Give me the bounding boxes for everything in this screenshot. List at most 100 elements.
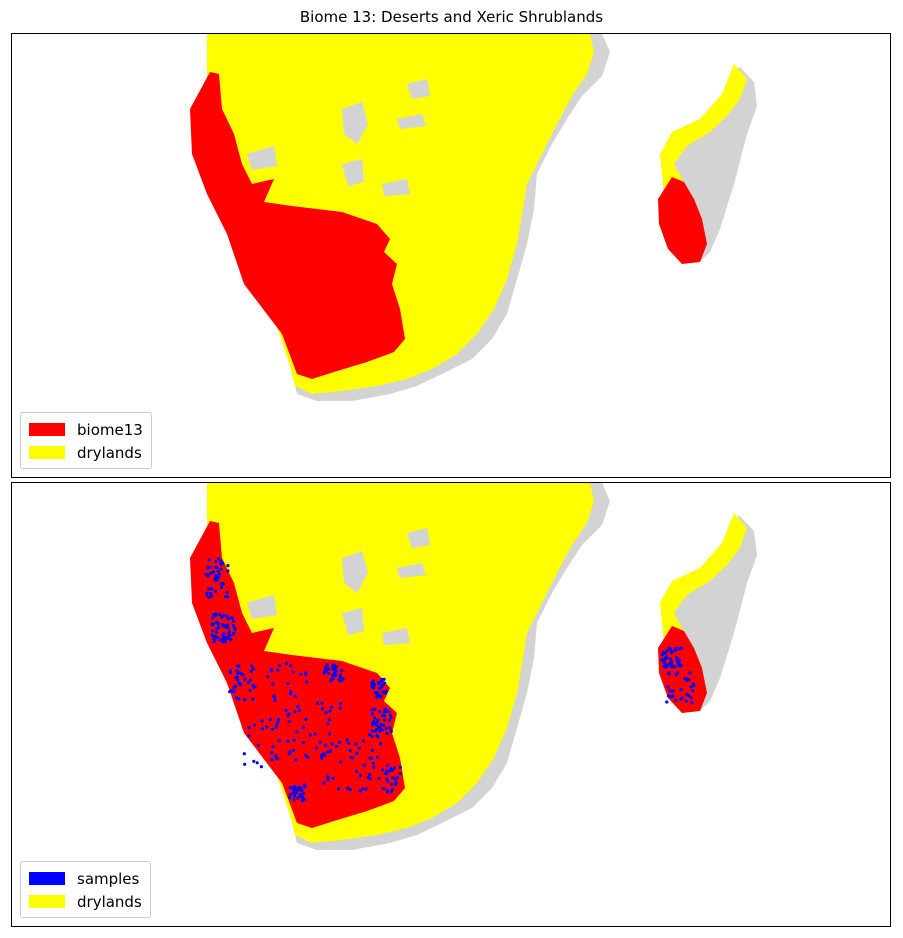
sample-point	[348, 748, 352, 753]
sample-point	[378, 709, 382, 714]
sample-point	[376, 691, 380, 695]
sample-point	[222, 624, 226, 628]
drylands-madagascar	[660, 513, 747, 663]
sample-point	[271, 727, 275, 731]
sample-point	[322, 671, 326, 675]
biome-madagascar	[658, 177, 707, 264]
sample-point	[219, 585, 224, 590]
sample-point	[320, 756, 324, 760]
sample-point	[329, 679, 333, 683]
legend-top: biome13 drylands	[20, 412, 152, 469]
sample-point	[301, 740, 305, 745]
sample-point	[209, 587, 214, 591]
sample-point	[226, 623, 230, 627]
sample-point	[339, 679, 343, 683]
sample-point	[372, 765, 376, 769]
sample-point	[292, 748, 296, 752]
legend-label-samples: samples	[77, 869, 140, 888]
sample-point	[327, 732, 332, 736]
sample-point	[321, 752, 326, 756]
sample-point	[366, 775, 370, 779]
sample-point	[387, 769, 391, 773]
sample-point	[237, 664, 241, 668]
sample-point	[371, 723, 375, 727]
drylands-madagascar	[660, 64, 747, 214]
sample-point	[236, 678, 240, 682]
sample-point	[330, 705, 334, 709]
sample-point	[250, 664, 254, 668]
sample-point	[214, 630, 218, 634]
sample-point	[214, 620, 219, 625]
sample-point	[298, 708, 302, 712]
sample-point	[378, 729, 382, 733]
sample-point	[688, 671, 692, 675]
sample-point	[313, 732, 317, 736]
sample-point	[392, 766, 396, 770]
sample-point	[370, 748, 374, 753]
sample-point	[292, 794, 297, 798]
sample-point	[689, 685, 693, 689]
sample-point	[273, 698, 277, 703]
sample-point	[341, 677, 345, 681]
sample-point	[215, 635, 220, 639]
biome-continent	[190, 72, 405, 379]
sample-point	[394, 782, 398, 786]
sample-point	[219, 559, 223, 563]
sample-point	[382, 677, 386, 681]
legend-bottom: samples drylands	[20, 861, 151, 918]
lake-4	[342, 159, 364, 186]
sample-point	[370, 685, 374, 689]
sample-point	[322, 781, 326, 785]
map-panel-samples: samples drylands	[11, 482, 891, 927]
lake-5	[382, 628, 410, 645]
sample-point	[373, 707, 377, 711]
sample-point	[241, 673, 245, 677]
sample-point	[213, 634, 217, 638]
sample-point	[348, 788, 352, 792]
sample-point	[382, 786, 386, 791]
sample-point	[239, 683, 243, 687]
sample-point	[385, 790, 390, 794]
sample-point	[373, 716, 377, 720]
sample-point	[377, 776, 381, 780]
sample-point	[354, 742, 358, 746]
sample-point	[288, 750, 292, 754]
sample-point	[211, 629, 215, 633]
sample-point	[666, 694, 671, 698]
sample-point	[385, 777, 389, 781]
sample-point	[230, 688, 234, 693]
sample-point	[209, 591, 213, 595]
sample-point	[304, 717, 308, 721]
sample-point	[284, 708, 288, 713]
sample-point	[385, 731, 389, 735]
sample-point	[387, 719, 391, 723]
sample-point	[268, 717, 272, 722]
sample-point	[270, 669, 274, 673]
sample-point	[665, 649, 669, 653]
sample-point	[326, 750, 330, 754]
legend-item-biome13: biome13	[29, 418, 143, 441]
sample-point	[271, 682, 275, 686]
legend-item-drylands: drylands	[29, 441, 143, 464]
map-biome	[190, 34, 757, 401]
sample-point	[235, 675, 239, 679]
sample-point	[328, 749, 332, 753]
sample-point	[339, 760, 343, 764]
sample-point	[665, 700, 669, 704]
sample-point	[345, 738, 349, 742]
sample-point	[334, 674, 338, 678]
sample-point	[275, 723, 279, 727]
sample-point	[247, 726, 251, 730]
sample-point	[292, 738, 296, 742]
sample-point	[382, 682, 386, 686]
sample-point	[218, 638, 222, 642]
sample-point	[368, 772, 372, 777]
sample-point	[232, 690, 237, 694]
sample-point	[207, 558, 211, 562]
sample-point	[690, 701, 694, 705]
sample-point	[663, 656, 667, 660]
sample-point	[324, 711, 328, 715]
sample-point	[324, 665, 328, 669]
sample-point	[229, 638, 233, 642]
legend-item-drylands: drylands	[29, 890, 142, 913]
